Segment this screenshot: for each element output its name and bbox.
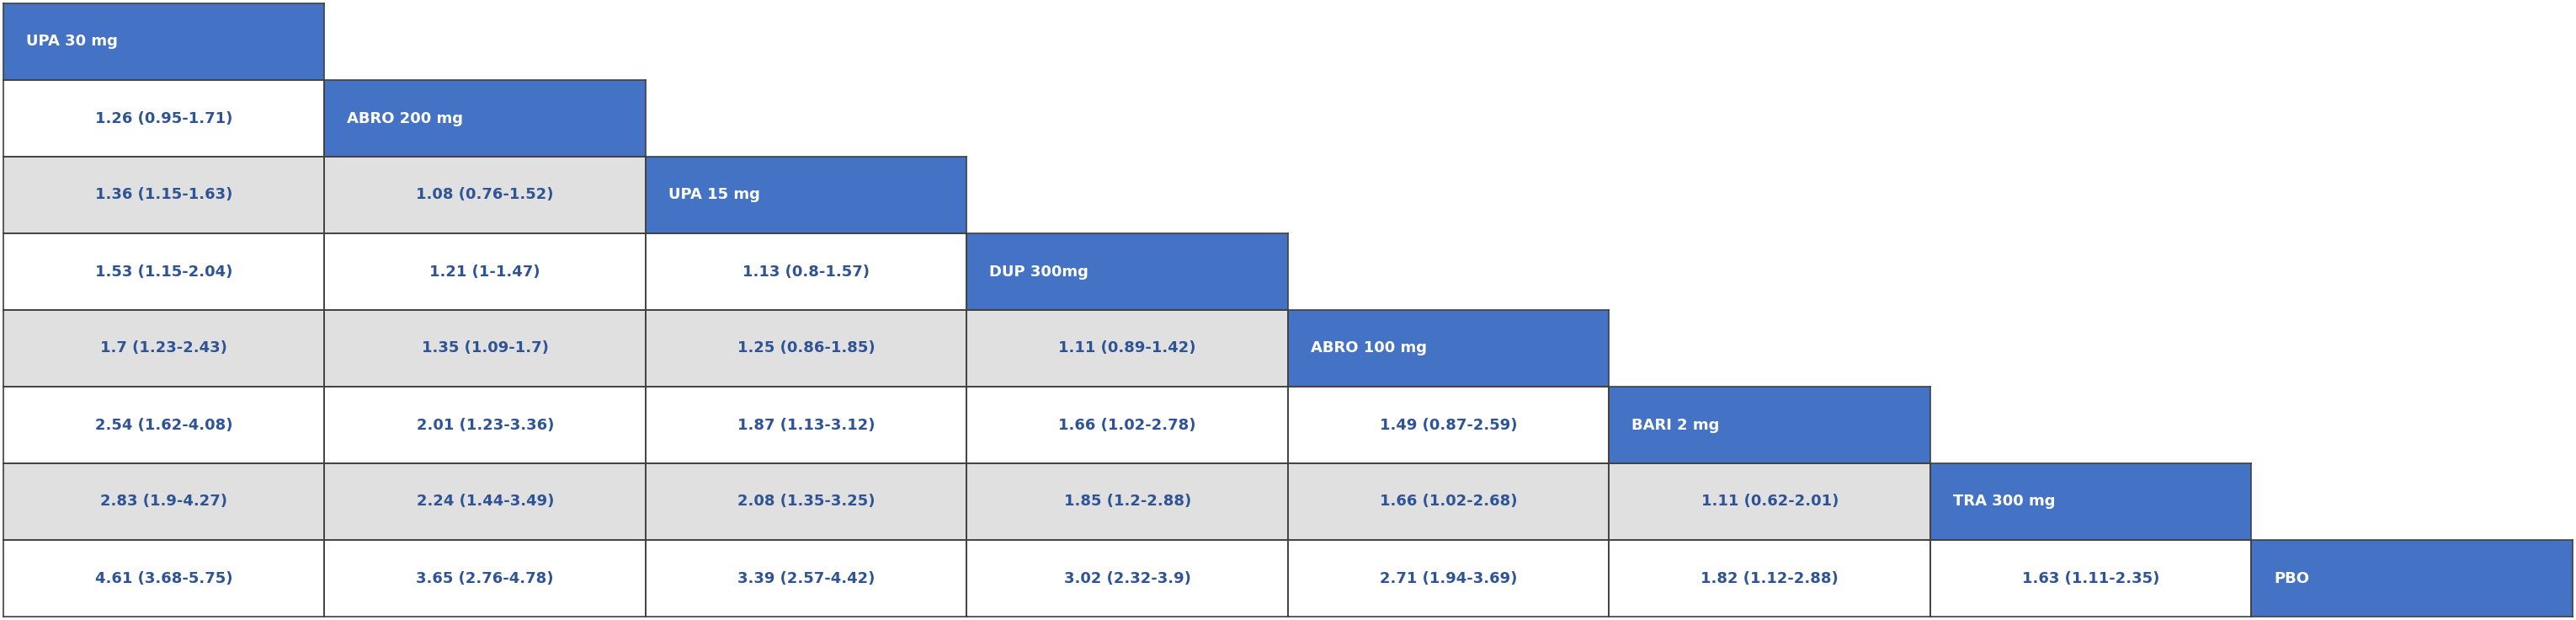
Bar: [325, 463, 647, 540]
Bar: [647, 233, 966, 310]
Text: BARI 2 mg: BARI 2 mg: [1631, 417, 1721, 433]
Bar: [1610, 540, 1929, 617]
Text: 2.83 (1.9-4.27): 2.83 (1.9-4.27): [100, 494, 227, 509]
Text: 1.08 (0.76-1.52): 1.08 (0.76-1.52): [417, 187, 554, 203]
Text: 1.49 (0.87-2.59): 1.49 (0.87-2.59): [1381, 417, 1517, 433]
Bar: [647, 387, 966, 463]
Bar: [647, 157, 966, 233]
Bar: [1929, 540, 2251, 617]
Bar: [325, 310, 647, 387]
Bar: [1288, 310, 1610, 387]
Text: 1.11 (0.62-2.01): 1.11 (0.62-2.01): [1700, 494, 1839, 509]
Bar: [325, 157, 647, 233]
Text: 1.7 (1.23-2.43): 1.7 (1.23-2.43): [100, 341, 227, 356]
Bar: [966, 387, 1288, 463]
Text: 1.53 (1.15-2.04): 1.53 (1.15-2.04): [95, 264, 232, 279]
Text: 2.24 (1.44-3.49): 2.24 (1.44-3.49): [417, 494, 554, 509]
Bar: [966, 540, 1288, 617]
Text: UPA 30 mg: UPA 30 mg: [26, 34, 118, 49]
Text: 1.25 (0.86-1.85): 1.25 (0.86-1.85): [737, 341, 876, 356]
Text: ABRO 200 mg: ABRO 200 mg: [348, 111, 464, 126]
Bar: [966, 463, 1288, 540]
Bar: [3, 463, 325, 540]
Bar: [2251, 540, 2573, 617]
Text: 1.63 (1.11-2.35): 1.63 (1.11-2.35): [2022, 571, 2159, 586]
Bar: [325, 387, 647, 463]
Bar: [325, 80, 647, 157]
Bar: [1288, 463, 1610, 540]
Text: 3.02 (2.32-3.9): 3.02 (2.32-3.9): [1064, 571, 1190, 586]
Bar: [1610, 387, 1929, 463]
Text: 1.66 (1.02-2.78): 1.66 (1.02-2.78): [1059, 417, 1195, 433]
Bar: [1610, 463, 1929, 540]
Text: 2.54 (1.62-4.08): 2.54 (1.62-4.08): [95, 417, 232, 433]
Text: 1.36 (1.15-1.63): 1.36 (1.15-1.63): [95, 187, 232, 203]
Text: 1.13 (0.8-1.57): 1.13 (0.8-1.57): [742, 264, 871, 279]
Bar: [3, 3, 325, 80]
Text: 1.11 (0.89-1.42): 1.11 (0.89-1.42): [1059, 341, 1195, 356]
Bar: [325, 233, 647, 310]
Text: 2.08 (1.35-3.25): 2.08 (1.35-3.25): [737, 494, 876, 509]
Text: 3.65 (2.76-4.78): 3.65 (2.76-4.78): [417, 571, 554, 586]
Bar: [3, 387, 325, 463]
Bar: [3, 540, 325, 617]
Bar: [1929, 463, 2251, 540]
Text: 2.01 (1.23-3.36): 2.01 (1.23-3.36): [417, 417, 554, 433]
Bar: [1288, 540, 1610, 617]
Text: TRA 300 mg: TRA 300 mg: [1953, 494, 2056, 509]
Text: UPA 15 mg: UPA 15 mg: [667, 187, 760, 203]
Bar: [647, 463, 966, 540]
Text: 4.61 (3.68-5.75): 4.61 (3.68-5.75): [95, 571, 232, 586]
Text: 1.21 (1-1.47): 1.21 (1-1.47): [430, 264, 541, 279]
Bar: [3, 157, 325, 233]
Bar: [966, 310, 1288, 387]
Bar: [3, 80, 325, 157]
Text: 1.85 (1.2-2.88): 1.85 (1.2-2.88): [1064, 494, 1190, 509]
Text: 1.35 (1.09-1.7): 1.35 (1.09-1.7): [422, 341, 549, 356]
Bar: [966, 233, 1288, 310]
Text: 1.82 (1.12-2.88): 1.82 (1.12-2.88): [1700, 571, 1839, 586]
Text: 3.39 (2.57-4.42): 3.39 (2.57-4.42): [737, 571, 876, 586]
Text: 1.87 (1.13-3.12): 1.87 (1.13-3.12): [737, 417, 876, 433]
Bar: [325, 540, 647, 617]
Text: 1.26 (0.95-1.71): 1.26 (0.95-1.71): [95, 111, 232, 126]
Text: 2.71 (1.94-3.69): 2.71 (1.94-3.69): [1381, 571, 1517, 586]
Bar: [1288, 387, 1610, 463]
Text: 1.66 (1.02-2.68): 1.66 (1.02-2.68): [1381, 494, 1517, 509]
Bar: [647, 540, 966, 617]
Bar: [3, 310, 325, 387]
Text: DUP 300mg: DUP 300mg: [989, 264, 1090, 279]
Text: PBO: PBO: [2275, 571, 2308, 586]
Bar: [3, 233, 325, 310]
Text: ABRO 100 mg: ABRO 100 mg: [1311, 341, 1427, 356]
Bar: [647, 310, 966, 387]
